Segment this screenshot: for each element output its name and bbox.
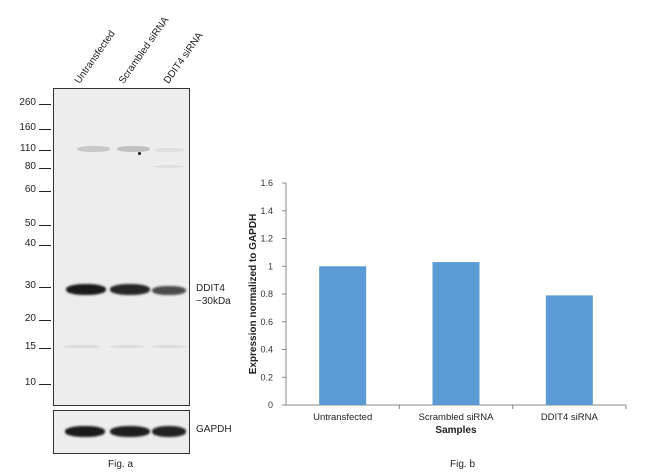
- x-tick-label: Scrambled siRNA: [419, 412, 495, 423]
- y-tick-label: 1.6: [260, 178, 273, 188]
- mw-marker-110: 110: [20, 143, 36, 154]
- band-gapdh-lane-2: [110, 426, 150, 437]
- target-size-label: ~30kDa: [196, 296, 231, 307]
- x-tick-label: DDIT4 siRNA: [541, 412, 599, 423]
- mw-tick: [39, 191, 51, 192]
- x-tick-label: Untransfected: [313, 412, 372, 423]
- y-tick-label: 0.2: [260, 372, 273, 382]
- mw-marker-50: 50: [24, 218, 36, 229]
- target-protein-label: DDIT4: [196, 283, 225, 294]
- mw-marker-40: 40: [24, 238, 36, 249]
- band-gapdh-lane-3: [152, 426, 186, 437]
- mw-tick: [39, 320, 51, 321]
- y-axis-label: Expression normalized to GAPDH: [248, 214, 259, 375]
- y-tick-label: 0.8: [260, 289, 273, 299]
- y-tick-label: 0.4: [260, 345, 273, 355]
- band-15-lane-2: [110, 345, 144, 348]
- band-80-lane-3: [154, 165, 184, 168]
- mw-marker-10: 10: [24, 377, 36, 388]
- band-gapdh-lane-1: [65, 426, 105, 437]
- mw-tick: [39, 168, 51, 169]
- mw-tick: [39, 384, 51, 385]
- mw-tick: [39, 245, 51, 246]
- band-15-lane-3: [152, 345, 186, 348]
- mw-marker-30: 30: [24, 280, 36, 291]
- mw-marker-260: 260: [19, 97, 36, 108]
- y-tick-label: 1: [268, 261, 273, 271]
- bar: [545, 295, 593, 405]
- mw-tick: [39, 348, 51, 349]
- mw-marker-15: 15: [24, 341, 36, 352]
- mw-marker-60: 60: [24, 184, 36, 195]
- band-ddit4-lane-3: [152, 286, 186, 295]
- y-tick-label: 0: [268, 400, 273, 410]
- mw-marker-20: 20: [24, 313, 36, 324]
- y-tick-label: 1.4: [260, 206, 273, 216]
- y-tick-label: 0.6: [260, 317, 273, 327]
- mw-tick: [39, 225, 51, 226]
- band-ddit4-lane-2: [110, 284, 150, 295]
- mw-tick: [39, 150, 51, 151]
- mw-tick: [39, 287, 51, 288]
- bar: [432, 262, 480, 405]
- x-axis-label: Samples: [435, 425, 477, 436]
- figure-b-caption: Fig. b: [450, 459, 476, 470]
- blot-speck: [138, 152, 141, 155]
- figure-a-caption: Fig. a: [108, 459, 134, 470]
- mw-tick: [39, 104, 51, 105]
- band-110-lane-3: [154, 148, 184, 152]
- band-15-lane-1: [64, 345, 100, 348]
- mw-tick: [39, 129, 51, 130]
- bar: [319, 266, 367, 405]
- blot-panel-gapdh: [53, 410, 190, 454]
- band-110-lane-1: [77, 146, 110, 152]
- loading-control-label: GAPDH: [196, 424, 232, 435]
- y-tick-label: 1.2: [260, 234, 273, 244]
- blot-panel-main: [53, 88, 190, 406]
- mw-marker-160: 160: [19, 122, 36, 133]
- mw-marker-80: 80: [24, 161, 36, 172]
- band-ddit4-lane-1: [66, 284, 106, 295]
- band-110-lane-2: [117, 146, 150, 152]
